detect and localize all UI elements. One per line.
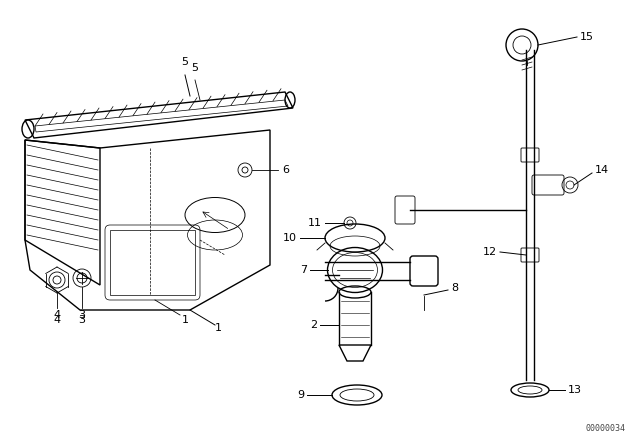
Text: 4: 4	[53, 315, 61, 325]
Text: 6: 6	[282, 165, 289, 175]
Text: 10: 10	[283, 233, 297, 243]
Text: 1: 1	[214, 323, 221, 333]
Text: 15: 15	[580, 32, 594, 42]
Text: 14: 14	[595, 165, 609, 175]
Text: 12: 12	[483, 247, 497, 257]
Text: 4: 4	[53, 310, 61, 320]
Text: 2: 2	[310, 320, 317, 330]
Text: 5: 5	[191, 63, 198, 73]
Text: 3: 3	[79, 310, 86, 320]
Text: 8: 8	[451, 283, 458, 293]
Text: 1: 1	[182, 315, 189, 325]
Text: 3: 3	[79, 315, 86, 325]
Text: 5: 5	[182, 57, 189, 67]
Text: 00000034: 00000034	[585, 424, 625, 433]
Text: 11: 11	[308, 218, 322, 228]
Text: 13: 13	[568, 385, 582, 395]
Text: 9: 9	[297, 390, 304, 400]
Text: 7: 7	[300, 265, 307, 275]
